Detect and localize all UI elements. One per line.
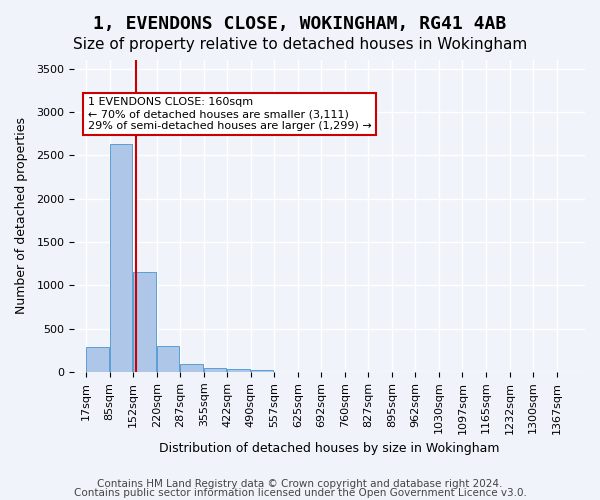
Text: 1, EVENDONS CLOSE, WOKINGHAM, RG41 4AB: 1, EVENDONS CLOSE, WOKINGHAM, RG41 4AB [94, 15, 506, 33]
Bar [227, 370, 250, 372]
Bar [157, 346, 179, 372]
Bar [110, 144, 132, 372]
X-axis label: Distribution of detached houses by size in Wokingham: Distribution of detached houses by size … [160, 442, 500, 455]
Bar [180, 364, 203, 372]
Text: Contains HM Land Registry data © Crown copyright and database right 2024.: Contains HM Land Registry data © Crown c… [97, 479, 503, 489]
Bar [133, 272, 155, 372]
Bar [251, 370, 274, 372]
Bar [204, 368, 226, 372]
Bar [86, 347, 109, 372]
Y-axis label: Number of detached properties: Number of detached properties [15, 118, 28, 314]
Text: Size of property relative to detached houses in Wokingham: Size of property relative to detached ho… [73, 38, 527, 52]
Text: Contains public sector information licensed under the Open Government Licence v3: Contains public sector information licen… [74, 488, 526, 498]
Text: 1 EVENDONS CLOSE: 160sqm
← 70% of detached houses are smaller (3,111)
29% of sem: 1 EVENDONS CLOSE: 160sqm ← 70% of detach… [88, 98, 371, 130]
